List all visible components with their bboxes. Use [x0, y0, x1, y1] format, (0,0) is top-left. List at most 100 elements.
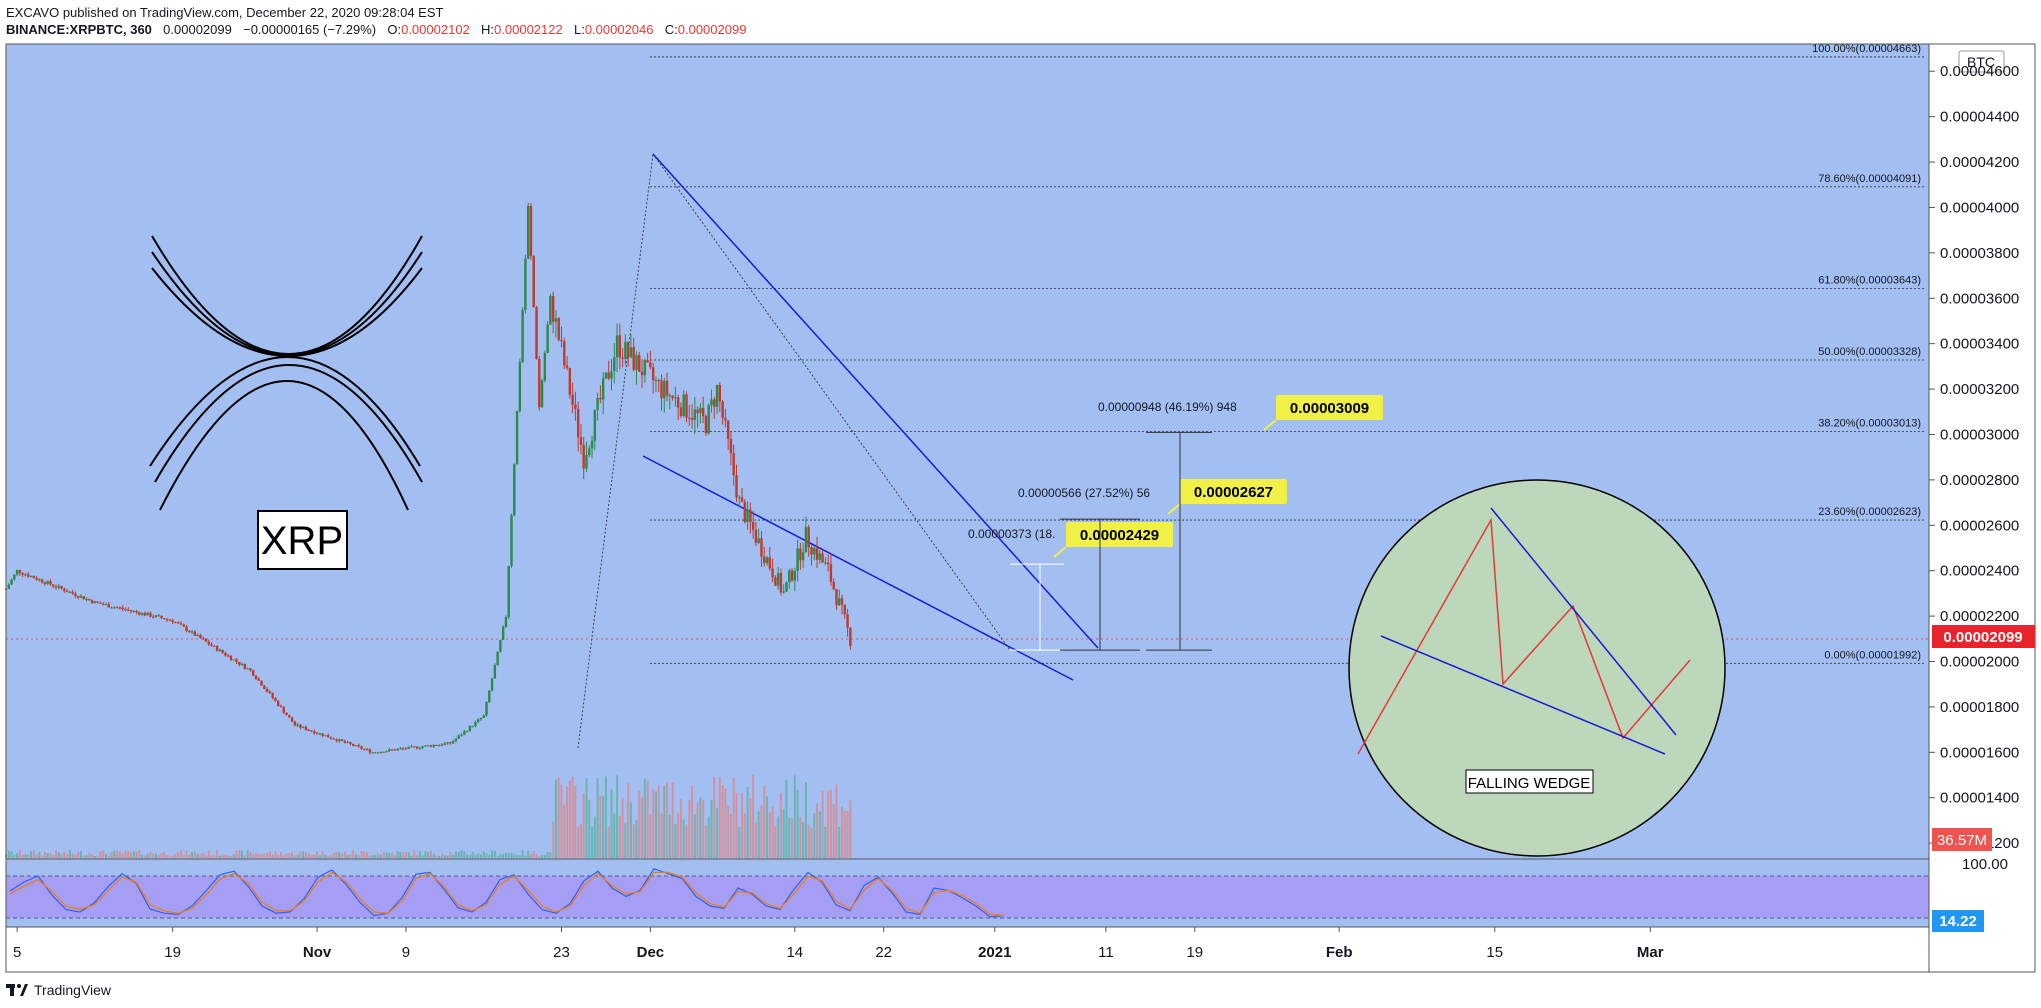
volume-bar — [54, 850, 57, 858]
volume-bar — [235, 850, 238, 858]
volume-bar — [99, 851, 102, 858]
symbol-label[interactable]: BINANCE:XRPBTC, 360 — [6, 22, 152, 37]
volume-bar — [449, 852, 452, 858]
volume-bar — [343, 851, 346, 858]
candle-body — [307, 729, 310, 731]
candle-body — [563, 341, 566, 366]
volume-bar — [791, 818, 794, 858]
candle-body — [796, 548, 799, 571]
rsi-axis-label: 100.00 — [1962, 856, 2008, 873]
volume-bar — [527, 850, 530, 858]
candle-body — [579, 437, 583, 445]
target-measure-text: 0.00000948 (46.19%) 948 — [1098, 400, 1237, 414]
wedge-lower-line — [1380, 635, 1666, 755]
candle-body — [251, 670, 255, 676]
volume-bar — [221, 854, 224, 858]
volume-bar — [646, 780, 649, 858]
volume-bar — [660, 813, 663, 858]
candle-body — [526, 205, 530, 259]
volume-bar — [313, 854, 316, 858]
volume-bar — [16, 853, 19, 858]
close-label: C: — [664, 22, 678, 37]
fib-level-label: 38.20%(0.00003013) — [1818, 418, 1921, 430]
fib-level-label: 61.80%(0.00003643) — [1818, 275, 1921, 287]
price-tick-label: 0.00001800 — [1940, 699, 2019, 716]
candle-body — [529, 205, 533, 257]
candle-body — [729, 438, 733, 454]
volume-bar — [210, 855, 213, 858]
candle-body — [382, 751, 385, 753]
candle-body — [102, 603, 105, 605]
volume-bar — [510, 852, 513, 858]
candle-body — [324, 735, 327, 737]
volume-bar — [121, 853, 124, 858]
price-change: −0.00000165 (−7.29%) — [243, 22, 377, 37]
time-tick-label: Feb — [1326, 944, 1353, 961]
candle-body — [704, 416, 708, 434]
candle-body — [263, 685, 266, 689]
volume-bar — [560, 784, 563, 858]
footer-brand-text: TradingView — [34, 982, 112, 998]
volume-bar — [174, 854, 177, 858]
volume-bar — [766, 796, 769, 858]
candle-body — [460, 734, 463, 736]
candle-body — [290, 717, 294, 722]
target-label-text: 0.00003009 — [1290, 400, 1369, 417]
candle-body — [321, 733, 324, 736]
volume-bar — [241, 850, 244, 858]
candle-body — [149, 612, 152, 617]
candle-body — [799, 548, 802, 561]
open-value: 0.00002102 — [401, 22, 470, 37]
price-axis[interactable] — [1929, 44, 2041, 972]
publish-line: EXCAVO published on TradingView.com, Dec… — [6, 5, 444, 20]
time-axis-labels: 5 19 Nov 9 23 Dec 14 22 2021 11 19 Feb 15 Mar — [13, 927, 1664, 961]
volume-bar — [310, 854, 313, 858]
candle-body — [43, 582, 47, 584]
volume-bar — [377, 853, 380, 858]
volume-bar — [443, 855, 446, 858]
price-tick-label: 0.00003400 — [1940, 336, 2019, 353]
volume-bar — [707, 816, 710, 858]
candle-body — [671, 395, 674, 399]
volume-bar — [257, 853, 260, 858]
candle-body — [813, 547, 816, 555]
volume-bar — [396, 851, 399, 858]
candle-body — [710, 399, 713, 406]
volume-bar — [171, 855, 174, 858]
volume-bar — [268, 851, 271, 858]
open-label: O: — [387, 22, 402, 37]
volume-bar — [693, 814, 696, 858]
target-label-box — [1066, 522, 1173, 547]
volume-bar — [518, 854, 521, 858]
volume-bar — [371, 855, 374, 858]
wedge-upper-line — [652, 153, 1099, 649]
volume-bar — [288, 853, 291, 858]
volume-bar — [102, 850, 105, 858]
candle-body — [232, 659, 235, 661]
candle-body — [507, 565, 510, 617]
volume-bar — [702, 799, 705, 858]
volume-bar — [432, 853, 435, 858]
candle-body — [7, 584, 10, 589]
candle-body — [804, 527, 808, 553]
candle-body — [849, 627, 852, 647]
volume-bar — [529, 853, 532, 858]
volume-bar — [607, 827, 610, 858]
candle-body — [490, 678, 494, 691]
volume-bar — [79, 851, 82, 858]
volume-bar — [585, 778, 588, 858]
volume-bar — [316, 851, 319, 858]
candle-body — [32, 576, 35, 579]
candle-body — [351, 744, 355, 746]
time-axis[interactable] — [6, 927, 1929, 972]
volume-bar — [93, 855, 96, 858]
candle-body — [840, 598, 844, 605]
volume-bar — [538, 855, 541, 858]
volume-bar — [557, 777, 560, 858]
footer-brand[interactable]: TradingView — [6, 978, 111, 1002]
volume-bar — [666, 782, 669, 858]
volume-bar — [704, 825, 707, 858]
symbol-ohlc-line: BINANCE:XRPBTC, 360 0.00002099 −0.000001… — [6, 22, 746, 37]
candle-body — [735, 475, 738, 498]
